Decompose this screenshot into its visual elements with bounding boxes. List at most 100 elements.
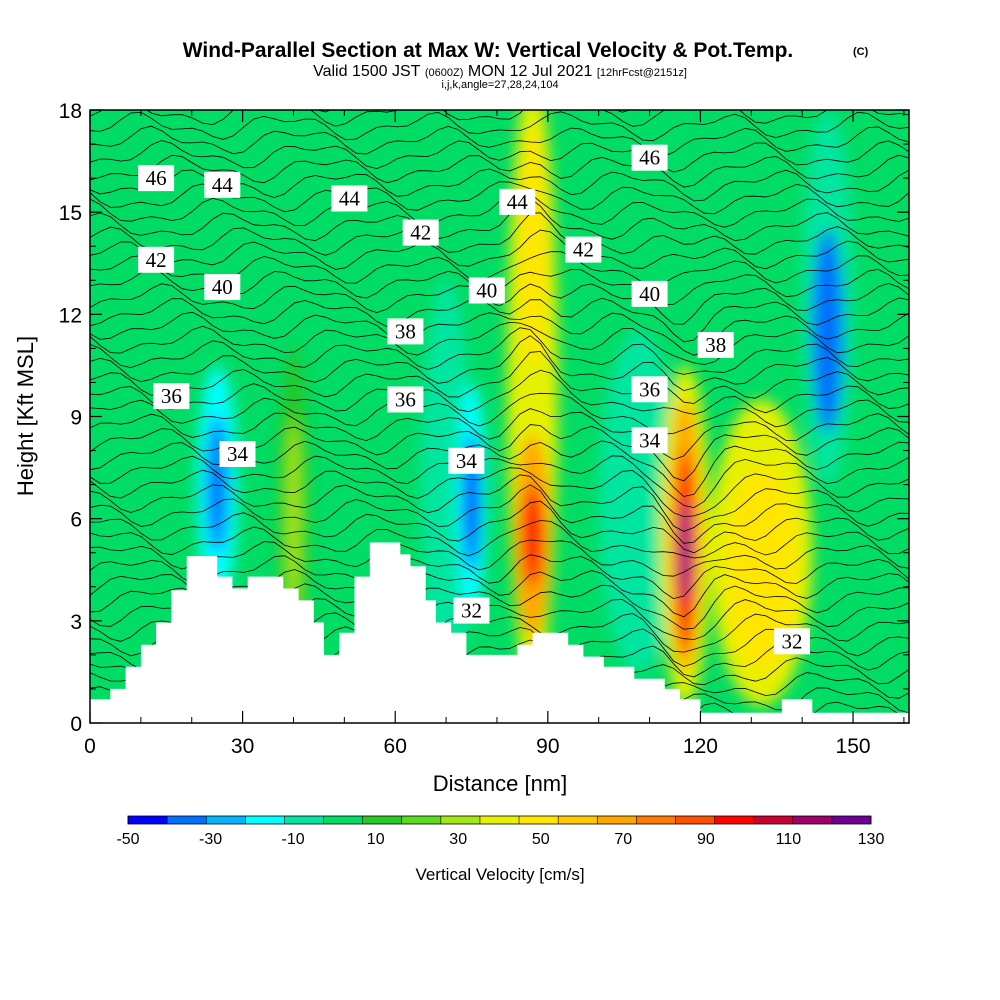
y-tick-label: 18	[59, 100, 82, 123]
colorbar-label: -10	[282, 831, 305, 848]
contour-label: 42	[402, 219, 439, 246]
colorbar-swatch	[362, 816, 403, 824]
contour-label-text: 34	[639, 428, 661, 452]
colorbar-label: 130	[858, 831, 885, 848]
colorbar-swatch	[206, 816, 246, 824]
contour-label-text: 36	[639, 377, 660, 401]
colorbar-swatch	[284, 816, 324, 824]
x-tick-label: 90	[536, 735, 559, 758]
colorbar-swatch	[245, 816, 285, 824]
isentrope-line	[90, 408, 909, 461]
isentrope-line	[90, 455, 909, 509]
grid-indices: i,j,k,angle=27,28,24,104	[441, 79, 558, 91]
colorbar-swatch	[792, 816, 833, 824]
plot-area: 46 44 44 44 46 42 42 42 40 40 40 38 38 36 36 36 34 34 34 32…	[90, 110, 909, 723]
colorbar-swatch	[323, 816, 363, 824]
isentrope-line	[90, 125, 909, 157]
colorbar-swatch	[636, 816, 676, 824]
isentrope-line	[90, 110, 909, 127]
colorbar-swatch	[519, 816, 559, 824]
contour-label-text: 46	[146, 166, 167, 190]
colorbar-swatch	[401, 816, 442, 824]
y-tick-label: 0	[70, 713, 82, 736]
contour-label: 46	[631, 144, 668, 171]
contour-label-text: 32	[782, 629, 803, 653]
x-tick-label: 120	[683, 735, 718, 758]
isentrope-line	[90, 335, 909, 392]
contour-label: 36	[153, 383, 190, 410]
isentrope-line	[90, 282, 909, 325]
isentrope-line	[90, 229, 909, 270]
colorbar: -50 -30 -10 10 30 50 70 90 110 130	[116, 815, 885, 848]
y-axis-label: Height [Kft MSL]	[13, 336, 38, 496]
valid-date: MON 12 Jul 2021	[468, 63, 593, 80]
contour-label: 42	[138, 246, 175, 273]
velocity-cell	[207, 416, 228, 553]
velocity-cell	[812, 229, 843, 434]
contour-label: 44	[331, 185, 368, 212]
x-axis-label: Distance [nm]	[433, 771, 568, 796]
contour-label: 32	[453, 597, 490, 624]
contour-label: 42	[565, 236, 602, 263]
isentrope-line	[90, 520, 909, 559]
isentrope-line	[90, 111, 909, 142]
y-tick-label: 12	[59, 304, 82, 327]
contour-label: 34	[448, 447, 485, 474]
colorbar-title: Vertical Velocity [cm/s]	[415, 865, 584, 884]
contour-label: 46	[138, 165, 175, 192]
contour-label: 44	[204, 171, 241, 198]
velocity-cell	[680, 501, 691, 604]
colorbar-swatch	[558, 816, 598, 824]
contour-label-text: 36	[395, 388, 416, 412]
isentrope-line	[90, 369, 909, 415]
y-tick-label: 15	[59, 202, 82, 225]
chart-title: Wind-Parallel Section at Max W: Vertical…	[183, 39, 794, 62]
isentrope-line	[90, 327, 909, 375]
isentrope-line	[90, 554, 909, 600]
isentrope-line	[90, 212, 909, 256]
contour-label-text: 32	[461, 599, 482, 623]
y-tick-label: 6	[70, 509, 82, 532]
contour-label: 40	[468, 277, 505, 304]
contour-label: 38	[387, 318, 424, 345]
isentrope-line	[90, 392, 909, 435]
isentrope-line	[90, 351, 909, 404]
contour-label: 36	[631, 376, 668, 403]
contour-label: 32	[774, 628, 810, 655]
colorbar-label: 90	[697, 831, 715, 848]
forecast-info: [12hrFcst@2151z]	[597, 67, 687, 79]
colorbar-label: 10	[367, 831, 385, 848]
contour-label-text: 44	[507, 190, 529, 214]
colorbar-swatch	[167, 816, 207, 824]
contour-label: 38	[697, 332, 734, 358]
colorbar-label: -50	[116, 831, 139, 848]
x-tick-label: 30	[231, 735, 254, 758]
contour-label-text: 42	[410, 221, 431, 245]
contour-label-text: 40	[476, 279, 497, 303]
contour-label-text: 38	[705, 333, 726, 357]
colorbar-label: 70	[614, 831, 632, 848]
valid-utc: (0600Z)	[425, 67, 464, 79]
contour-label: 34	[219, 441, 256, 467]
svg-text:Valid 1500 JST (0600Z): Valid 1500 JST (0600Z) MON 12 Jul 2021 […	[313, 63, 687, 80]
velocity-cell	[285, 416, 302, 621]
contour-label-text: 34	[227, 442, 249, 466]
contour-label: 44	[499, 188, 536, 215]
colorbar-swatch	[479, 816, 520, 824]
isentrope-line	[90, 500, 909, 554]
colorbar-label: -30	[199, 831, 222, 848]
isentrope-line	[90, 311, 909, 356]
colorbar-swatch	[675, 816, 715, 824]
colorbar-swatch	[440, 816, 481, 824]
contour-labels: 46 44 44 44 46 42 42 42 40 40 40 38 38 36 36 36 34 34 34 32…	[138, 144, 810, 655]
colorbar-swatch	[597, 816, 637, 824]
contour-label-text: 42	[573, 238, 594, 262]
valid-time: Valid 1500 JST	[313, 63, 421, 80]
velocity-cell	[420, 280, 472, 689]
contour-label-text: 40	[639, 282, 660, 306]
contour-label-text: 44	[212, 173, 234, 197]
isentrope-line	[90, 484, 909, 544]
colorbar-swatch	[753, 816, 794, 824]
